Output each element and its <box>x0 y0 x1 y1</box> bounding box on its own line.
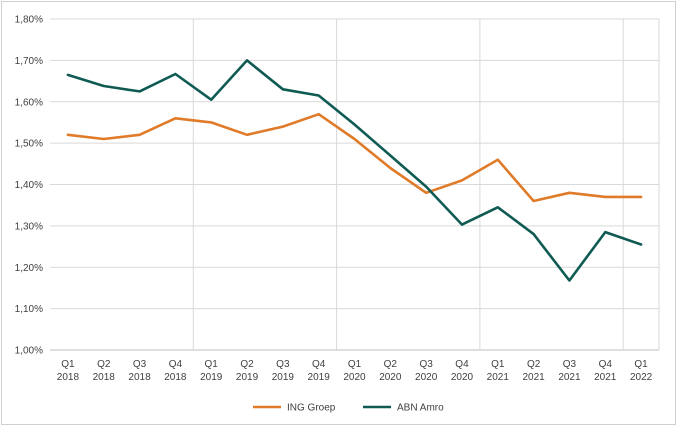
legend-label: ABN Amro <box>397 403 444 414</box>
y-tick-label: 1,60% <box>15 97 43 108</box>
x-tick-quarter: Q3 <box>276 359 290 370</box>
y-tick-label: 1,10% <box>15 304 43 315</box>
x-tick-year: 2020 <box>451 372 474 383</box>
x-tick-year: 2021 <box>594 372 617 383</box>
x-tick-quarter: Q2 <box>384 359 398 370</box>
x-tick-quarter: Q4 <box>169 359 183 370</box>
x-tick-quarter: Q2 <box>97 359 111 370</box>
x-tick-quarter: Q1 <box>205 359 219 370</box>
x-tick-quarter: Q4 <box>312 359 326 370</box>
x-tick-year: 2018 <box>57 372 80 383</box>
x-tick-year: 2020 <box>379 372 402 383</box>
x-tick-year: 2019 <box>308 372 331 383</box>
x-tick-year: 2020 <box>343 372 366 383</box>
y-tick-label: 1,50% <box>15 139 43 150</box>
y-axis-ticks: 1,00% 1,10% 1,20% 1,30% 1,40% 1,50% 1,60% 1,70%… <box>15 15 43 357</box>
y-tick-label: 1,80% <box>15 15 43 26</box>
line-chart: 1,00% 1,10% 1,20% 1,30% 1,40% 1,50% 1,60% 1,70%… <box>15 15 660 414</box>
x-tick-quarter: Q1 <box>348 359 362 370</box>
x-tick-quarter: Q3 <box>419 359 433 370</box>
y-tick-label: 1,70% <box>15 56 43 67</box>
x-tick-year: 2019 <box>200 372 223 383</box>
x-tick-quarter: Q4 <box>455 359 469 370</box>
x-tick-year: 2018 <box>164 372 187 383</box>
x-tick-year: 2018 <box>128 372 151 383</box>
x-tick-year: 2022 <box>630 372 653 383</box>
x-tick-quarter: Q1 <box>491 359 505 370</box>
x-tick-quarter: Q1 <box>61 359 75 370</box>
x-tick-quarter: Q2 <box>527 359 541 370</box>
grid-lines <box>50 18 660 351</box>
legend-label: ING Groep <box>287 403 336 414</box>
series-line-abn-amro <box>66 59 643 282</box>
x-tick-quarter: Q4 <box>599 359 613 370</box>
x-tick-quarter: Q2 <box>240 359 254 370</box>
x-tick-year: 2020 <box>415 372 438 383</box>
y-tick-label: 1,40% <box>15 180 43 191</box>
legend: ING Groep ABN Amro <box>253 403 444 414</box>
x-tick-quarter: Q3 <box>563 359 577 370</box>
x-tick-year: 2019 <box>236 372 259 383</box>
x-tick-year: 2019 <box>272 372 295 383</box>
y-tick-label: 1,30% <box>15 221 43 232</box>
x-tick-year: 2021 <box>487 372 510 383</box>
series-lines <box>66 59 643 282</box>
series-line-ing-groep <box>66 112 643 203</box>
x-tick-year: 2021 <box>558 372 581 383</box>
chart-frame: 1,00% 1,10% 1,20% 1,30% 1,40% 1,50% 1,60% 1,70%… <box>1 1 676 425</box>
x-tick-year: 2018 <box>93 372 116 383</box>
y-tick-label: 1,00% <box>15 346 43 357</box>
x-axis-ticks: Q1 2018 Q2 2018 Q3 2018 Q4 2018 Q1 2019 Q2 2019 Q3 20… <box>57 359 653 383</box>
y-tick-label: 1,20% <box>15 263 43 274</box>
x-tick-quarter: Q3 <box>133 359 147 370</box>
x-tick-quarter: Q1 <box>634 359 648 370</box>
x-tick-year: 2021 <box>522 372 545 383</box>
